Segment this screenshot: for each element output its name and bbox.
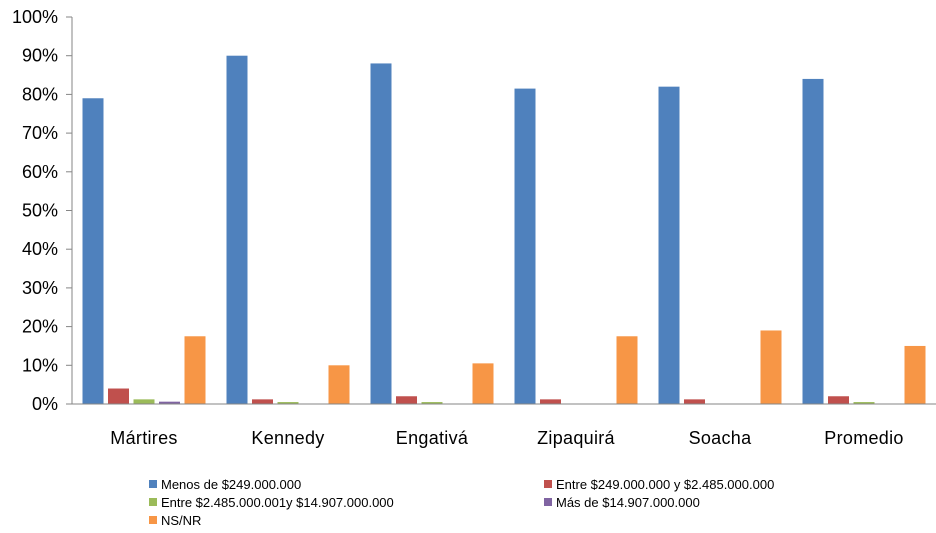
bar (802, 78, 824, 405)
x-category-label: Engativá (396, 428, 469, 448)
x-category-label: Soacha (689, 428, 753, 448)
y-tick-label: 0% (32, 394, 58, 414)
bars (82, 55, 926, 405)
x-axis: Mártires Kennedy Engativá Zipaquirá Soacha Pr… (72, 403, 936, 448)
bar (133, 399, 155, 404)
bar (82, 98, 104, 405)
bar (684, 399, 705, 404)
bar (421, 402, 443, 404)
bar (760, 330, 782, 404)
bar (184, 336, 206, 404)
bar (514, 88, 536, 404)
legend: Menos de $249.000.000 Entre $249.000.000 … (149, 477, 774, 528)
bar (540, 399, 561, 404)
y-tick-label: 80% (22, 84, 58, 104)
legend-label: Entre $2.485.000.001y $14.907.000.000 (161, 495, 394, 510)
y-tick-label: 50% (22, 201, 58, 221)
legend-swatch (149, 480, 157, 488)
legend-swatch (544, 480, 552, 488)
y-tick-label: 10% (22, 355, 58, 375)
bar (277, 402, 299, 404)
legend-swatch (149, 498, 157, 506)
bar (904, 345, 926, 404)
bar (226, 55, 248, 404)
x-category-label: Promedio (824, 428, 903, 448)
y-tick-label: 90% (22, 46, 58, 66)
bar (159, 401, 180, 404)
legend-label: Entre $249.000.000 y $2.485.000.000 (556, 477, 774, 492)
bar (616, 336, 638, 404)
x-category-label: Zipaquirá (537, 428, 615, 448)
bar (108, 388, 129, 404)
bar (658, 86, 680, 404)
bar (252, 399, 273, 404)
legend-label: Menos de $249.000.000 (161, 477, 301, 492)
y-tick-label: 100% (12, 7, 58, 27)
legend-swatch (149, 516, 157, 524)
legend-label: Más de $14.907.000.000 (556, 495, 700, 510)
legend-swatch (544, 498, 552, 506)
bar (828, 396, 849, 404)
bar (396, 396, 417, 404)
legend-label: NS/NR (161, 513, 201, 528)
y-axis: 0% 10% 20% 30% 40% 50% 60% 70% 80% 90% 100% (12, 7, 73, 414)
y-tick-label: 60% (22, 162, 58, 182)
y-tick-label: 40% (22, 239, 58, 259)
bar (472, 363, 494, 404)
y-tick-label: 30% (22, 278, 58, 298)
bar (853, 402, 875, 404)
y-tick-label: 20% (22, 317, 58, 337)
x-category-label: Mártires (110, 428, 177, 448)
bar (328, 365, 350, 404)
y-tick-label: 70% (22, 123, 58, 143)
bar (370, 63, 392, 404)
x-category-label: Kennedy (251, 428, 324, 448)
